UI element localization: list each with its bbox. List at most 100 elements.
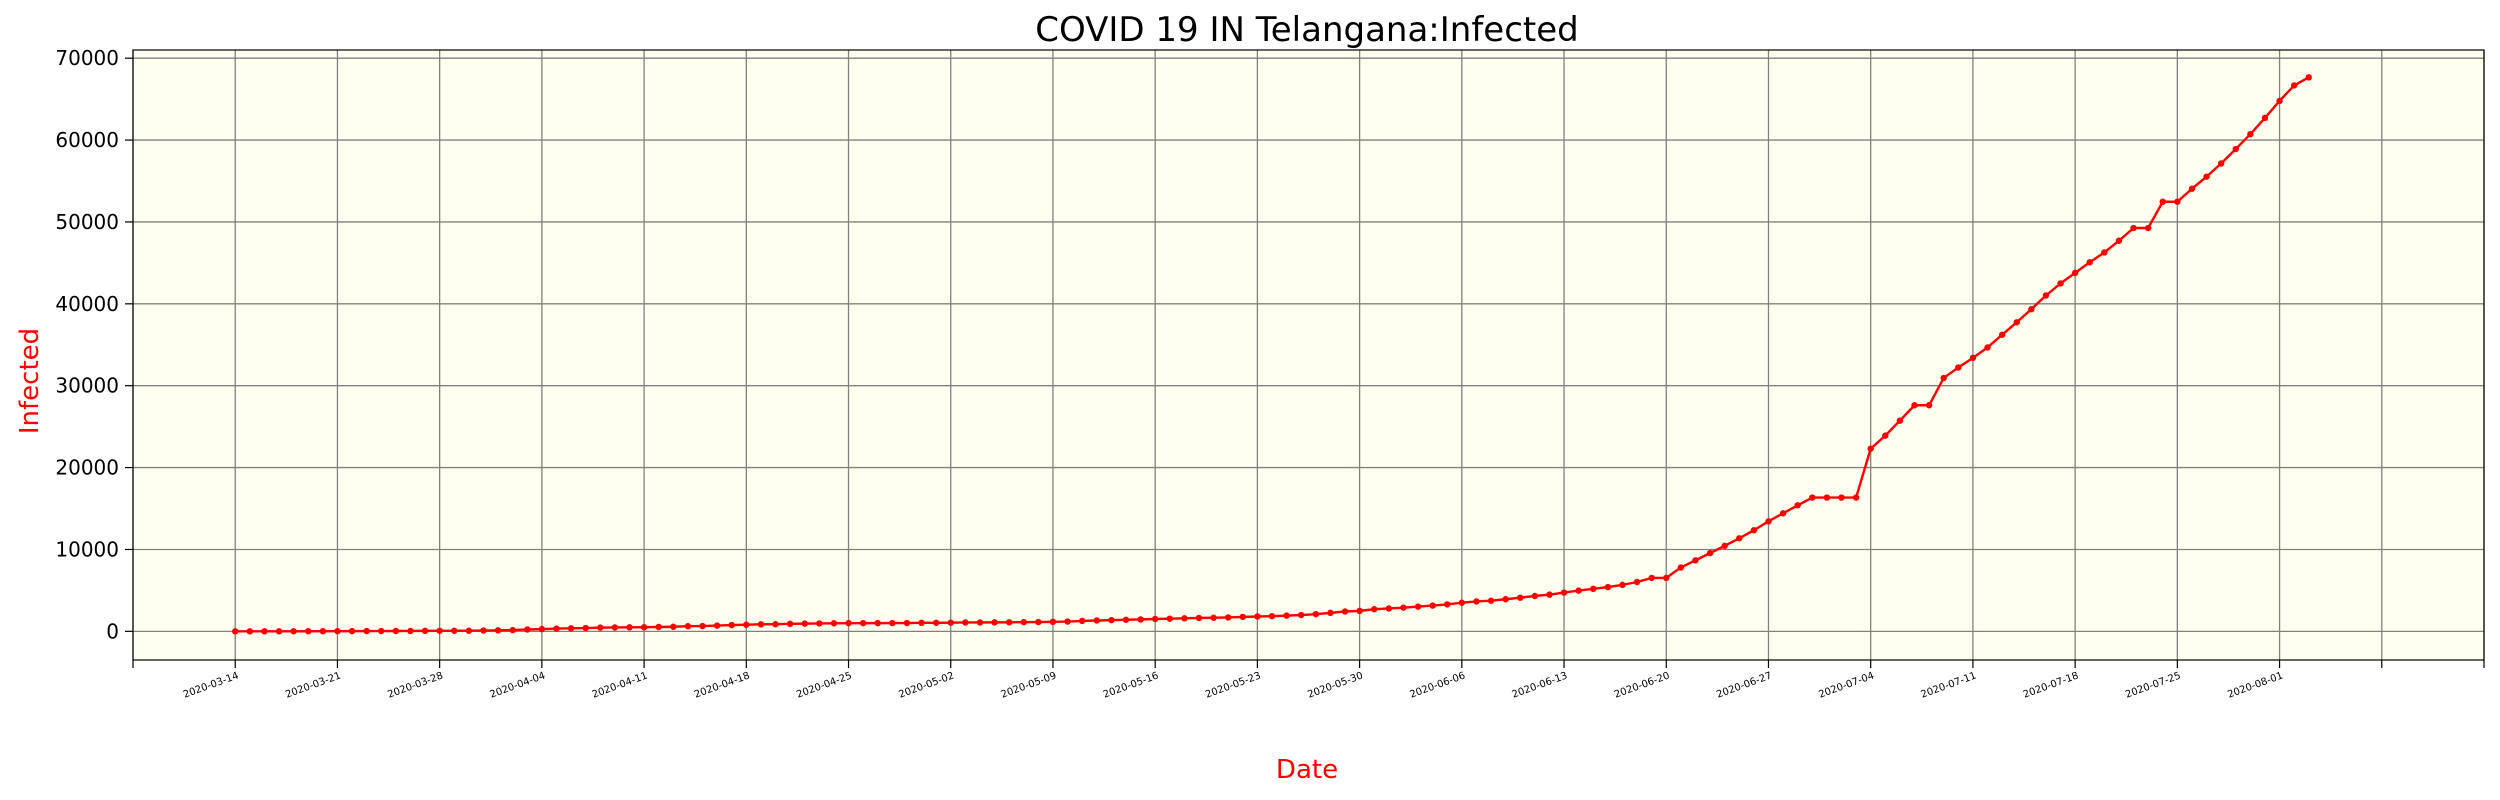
data-point <box>1969 354 1977 362</box>
data-point <box>2174 198 2181 205</box>
data-point <box>1940 374 1947 382</box>
data-point <box>1327 609 1334 617</box>
data-point <box>1984 344 1991 351</box>
x-tick-label: 2020-05-16 <box>1102 670 1160 700</box>
data-point <box>1531 592 1539 600</box>
x-tick-label: 2020-08-01 <box>2226 670 2284 700</box>
data-point <box>305 628 312 635</box>
data-point <box>1882 432 1889 439</box>
data-point <box>319 627 327 635</box>
data-point <box>1517 594 1524 601</box>
data-point <box>1648 574 1655 582</box>
data-point <box>1195 614 1203 622</box>
data-point <box>743 621 750 628</box>
data-point <box>378 627 385 635</box>
data-point <box>962 619 969 626</box>
data-point <box>1925 402 1933 409</box>
data-point <box>1590 585 1597 593</box>
y-tick-label: 40000 <box>55 292 119 316</box>
data-point <box>407 627 414 635</box>
data-point <box>1560 589 1568 596</box>
x-tick-label: 2020-06-27 <box>1715 670 1773 700</box>
x-tick-label: 2020-07-04 <box>1817 670 1875 700</box>
axes-frame <box>132 49 2485 661</box>
data-point <box>2305 74 2312 81</box>
data-point <box>976 619 984 626</box>
data-point <box>2144 224 2152 232</box>
data-point <box>1429 602 1436 609</box>
data-point <box>1955 364 1962 371</box>
x-tick-label: 2020-03-28 <box>386 670 444 700</box>
data-point <box>1283 612 1290 619</box>
data-point <box>1137 616 1144 623</box>
data-point <box>524 626 531 633</box>
data-point <box>2247 130 2254 138</box>
x-axis-label: Date <box>1276 755 1338 785</box>
data-point <box>421 627 429 635</box>
data-point <box>713 622 721 629</box>
data-point <box>932 619 940 626</box>
data-point <box>1224 614 1232 621</box>
data-point <box>553 625 560 632</box>
data-point <box>1546 591 1553 598</box>
data-point <box>1721 542 1728 550</box>
x-tick-label: 2020-04-04 <box>489 670 547 700</box>
data-point <box>2101 249 2108 256</box>
data-point <box>1779 510 1787 517</box>
data-point <box>816 620 823 627</box>
data-point <box>1385 605 1393 612</box>
data-point <box>1677 564 1685 571</box>
data-point <box>334 627 341 635</box>
data-point <box>947 619 954 626</box>
data-point <box>845 619 852 627</box>
data-point <box>597 624 604 631</box>
data-point <box>392 627 400 635</box>
x-tick-label: 2020-06-13 <box>1511 670 1569 700</box>
data-point <box>2276 97 2283 105</box>
data-point <box>1268 612 1276 620</box>
data-point <box>1312 610 1320 618</box>
y-tick-label: 10000 <box>55 537 119 561</box>
data-point <box>290 628 297 635</box>
data-point <box>1444 601 1451 608</box>
data-point <box>494 627 502 634</box>
data-point <box>1151 615 1159 623</box>
data-point <box>1896 417 1904 424</box>
data-point <box>1181 615 1188 622</box>
x-tick-label: 2020-05-09 <box>1000 670 1058 700</box>
data-point <box>1166 615 1173 622</box>
data-point <box>2013 319 2020 326</box>
data-point <box>2086 259 2093 266</box>
data-point <box>1414 603 1422 610</box>
x-tick-label: 2020-07-11 <box>1920 670 1978 700</box>
data-point <box>2130 224 2137 232</box>
data-point <box>728 621 735 629</box>
data-point <box>1020 618 1027 626</box>
x-tick-label: 2020-03-21 <box>284 670 342 700</box>
data-point <box>1035 618 1042 626</box>
x-tick-label: 2020-04-18 <box>693 670 751 700</box>
data-point <box>611 624 619 631</box>
data-point <box>1794 502 1801 509</box>
data-point <box>2071 269 2079 277</box>
data-point <box>1911 402 1918 409</box>
data-point <box>801 620 808 627</box>
y-axis-ticks: 0 10000 20000 30000 40000 50000 60000 70000 <box>55 46 133 643</box>
data-point <box>1619 581 1626 589</box>
data-point <box>1356 607 1363 615</box>
data-point <box>903 619 911 627</box>
data-point <box>699 622 706 630</box>
data-point <box>1400 604 1407 611</box>
data-point <box>348 627 356 635</box>
y-tick-label: 0 <box>106 619 119 643</box>
data-point <box>363 627 370 635</box>
data-point <box>772 621 779 628</box>
data-point <box>1122 616 1130 623</box>
data-point <box>2203 173 2210 180</box>
data-point <box>465 627 473 634</box>
data-point <box>1341 608 1349 615</box>
data-point <box>918 619 925 627</box>
y-tick-label: 20000 <box>55 456 119 480</box>
data-point <box>1604 583 1612 591</box>
